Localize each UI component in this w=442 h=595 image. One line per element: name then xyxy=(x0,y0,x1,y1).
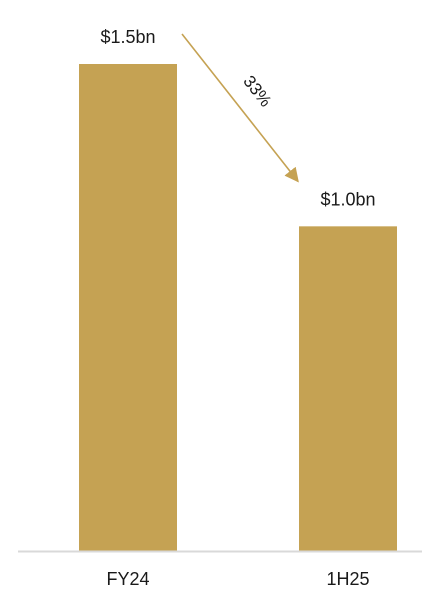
bar-fy24 xyxy=(79,64,177,551)
x-tick-label-1h25: 1H25 xyxy=(326,569,369,589)
change-percent-label: 33% xyxy=(239,72,275,110)
change-arrow xyxy=(181,33,299,183)
data-label-1h25: $1.0bn xyxy=(320,189,375,209)
x-tick-label-fy24: FY24 xyxy=(106,569,149,589)
data-label-fy24: $1.5bn xyxy=(100,27,155,47)
bar-1h25 xyxy=(299,226,397,552)
